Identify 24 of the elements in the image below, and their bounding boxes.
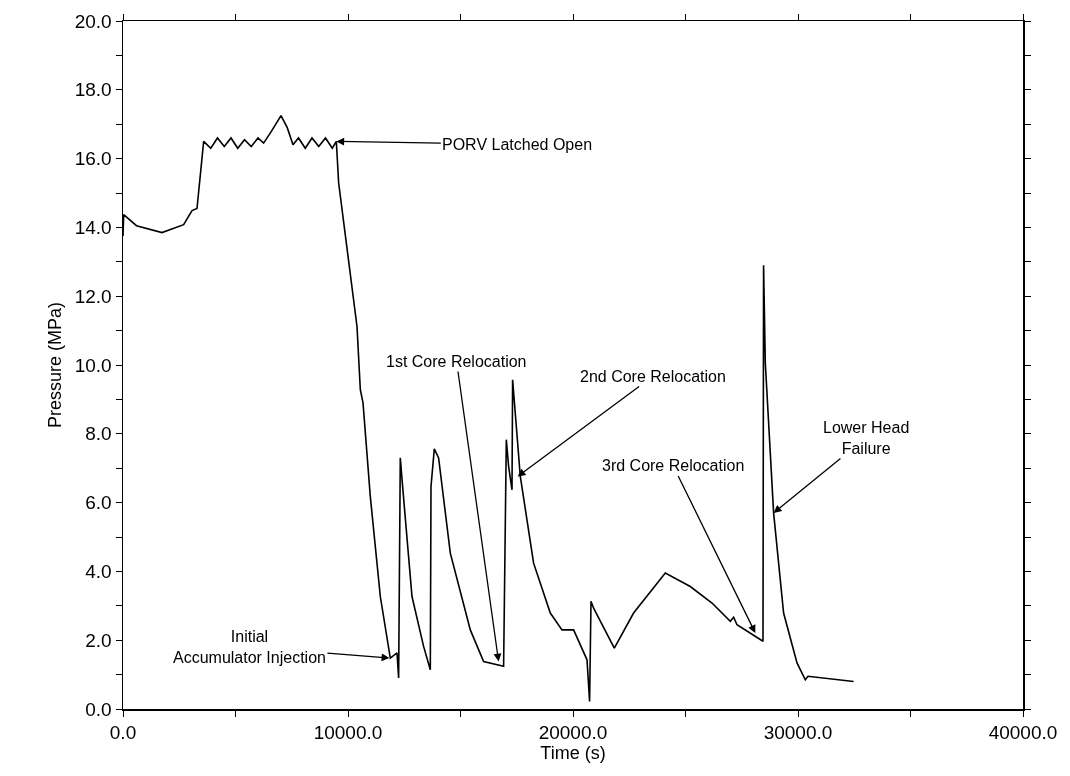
y-tick-label: 0.0: [85, 698, 112, 720]
annotation: 1st Core Relocation: [386, 353, 527, 370]
x-tick-label: 40000.0: [988, 722, 1058, 744]
annotation: PORV Latched Open: [442, 136, 593, 153]
annotation: 3rd Core Relocation: [602, 457, 745, 474]
y-tick-label: 10.0: [74, 354, 112, 376]
y-tick-label: 16.0: [74, 148, 112, 170]
x-tick-label: 0.0: [109, 722, 137, 744]
x-tick-label: 10000.0: [313, 722, 383, 744]
y-tick-label: 20.0: [74, 10, 112, 32]
x-tick-label: 30000.0: [763, 722, 833, 744]
y-tick-label: 18.0: [74, 79, 112, 101]
y-axis-title: Pressure (MPa): [45, 301, 66, 429]
y-tick-label: 12.0: [74, 285, 112, 307]
annotation: Initial Accumulator Injection: [173, 628, 326, 666]
x-axis-title: Time (s): [540, 743, 606, 764]
y-tick-label: 8.0: [85, 423, 112, 445]
y-tick-label: 4.0: [85, 561, 112, 583]
y-tick-label: 14.0: [74, 217, 112, 239]
x-tick-label: 20000.0: [538, 722, 608, 744]
y-tick-label: 2.0: [85, 629, 112, 651]
y-tick-label: 6.0: [85, 492, 112, 514]
annotation: Lower Head Failure: [823, 419, 910, 457]
annotation: 2nd Core Relocation: [580, 368, 726, 385]
